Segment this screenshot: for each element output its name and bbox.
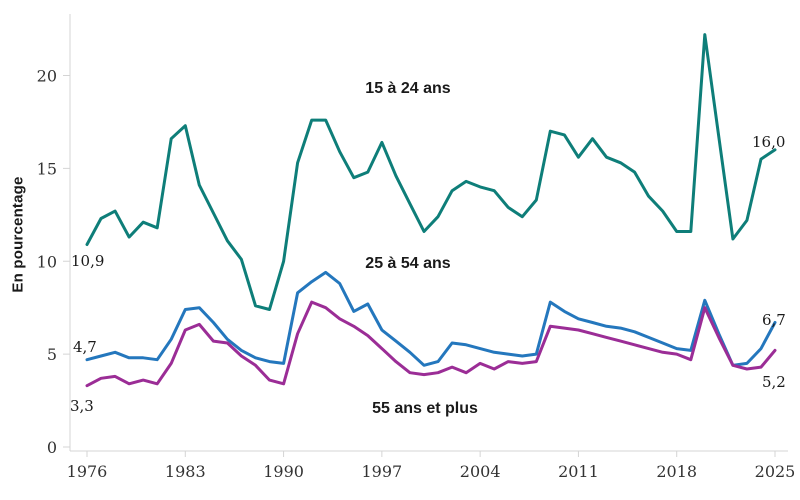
y-tick-label: 15 <box>37 159 57 178</box>
series-line-1 <box>85 33 777 311</box>
y-tick-label: 10 <box>37 252 57 271</box>
x-tick-label: 2011 <box>558 462 599 481</box>
last-value-label-2: 6,7 <box>762 311 786 329</box>
series-line-2 <box>85 270 777 367</box>
x-tick-label: 2004 <box>460 462 501 481</box>
x-tick-label: 2025 <box>755 462 796 481</box>
x-tick-label: 1990 <box>263 462 304 481</box>
first-value-label-3: 3,3 <box>70 397 94 415</box>
series-name-label-1: 15 à 24 ans <box>365 80 451 97</box>
last-value-label-1: 16,0 <box>752 133 785 151</box>
x-tick-label: 1976 <box>67 462 108 481</box>
x-tick-label: 2018 <box>656 462 697 481</box>
first-value-label-1: 10,9 <box>71 252 104 270</box>
last-value-label-3: 5,2 <box>762 373 786 391</box>
x-tick-label: 1997 <box>361 462 402 481</box>
x-tick-label: 1983 <box>165 462 206 481</box>
series-name-label-2: 25 à 54 ans <box>365 255 451 272</box>
first-value-label-2: 4,7 <box>73 338 97 356</box>
series-name-label-3: 55 ans et plus <box>372 400 478 417</box>
series-line-3 <box>85 300 777 388</box>
y-tick-label: 5 <box>47 345 57 364</box>
y-tick-label: 20 <box>37 67 57 86</box>
y-tick-label: 0 <box>47 438 57 457</box>
